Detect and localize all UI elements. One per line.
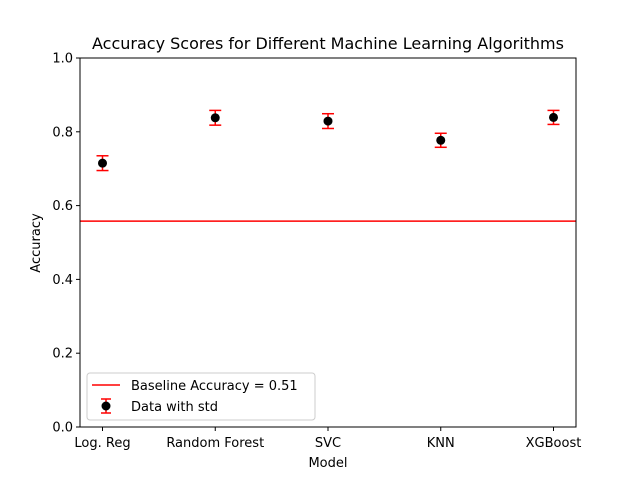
plot-frame [79, 57, 577, 428]
y-tick-label: 0.4 [52, 273, 73, 288]
data-marker [549, 112, 558, 122]
data-point [96, 155, 109, 172]
data-point [547, 109, 560, 126]
data-point [434, 132, 447, 149]
legend-errorbar-swatch [101, 398, 111, 414]
data-marker [323, 116, 333, 126]
y-tick-label: 1.0 [52, 52, 73, 67]
legend-box [86, 372, 316, 421]
x-tick-label: Log. Reg [74, 436, 130, 451]
x-tick-label: Random Forest [166, 436, 264, 451]
data-point [209, 109, 222, 126]
y-tick-label: 0.2 [52, 347, 73, 362]
legend: Baseline Accuracy = 0.51 Data with std [86, 372, 316, 421]
data-marker [436, 135, 446, 145]
legend-data-label: Data with std [131, 400, 218, 415]
data-marks [96, 109, 560, 172]
y-tick-label: 0.8 [52, 125, 73, 140]
data-marker [98, 158, 107, 168]
data-marker [210, 113, 220, 123]
x-tick-label: SVC [315, 436, 341, 451]
x-tick-label: KNN [427, 436, 455, 451]
x-tick-label: XGBoost [526, 436, 582, 451]
chart-title: Accuracy Scores for Different Machine Le… [92, 34, 564, 53]
y-axis-label: Accuracy [29, 213, 44, 273]
x-axis-label: Model [308, 456, 347, 471]
data-point [322, 112, 334, 130]
legend-baseline-label: Baseline Accuracy = 0.51 [131, 379, 298, 394]
y-tick-label: 0.0 [52, 421, 73, 436]
axis-ticks: 0.0 0.2 0.4 0.6 0.8 1.0 Log. Reg Random Forest S… [52, 52, 581, 452]
y-tick-label: 0.6 [52, 199, 73, 214]
